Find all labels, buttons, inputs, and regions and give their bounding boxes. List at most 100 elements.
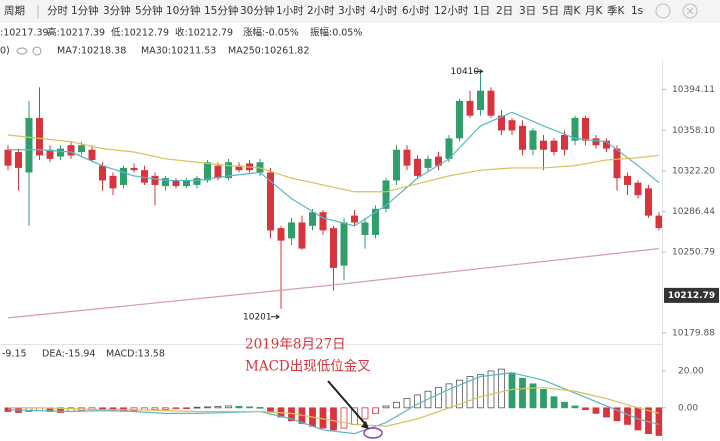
y-tick-label: 10286.44 [672, 207, 715, 217]
legend-entry: MA7:10218.38 [57, 46, 126, 57]
legend-entry: MA250:10261.82 [228, 46, 309, 57]
candle-body [67, 145, 75, 156]
macd-bar [435, 387, 442, 409]
icon-circle [655, 3, 671, 19]
icon [16, 47, 28, 55]
macd-bar [603, 407, 610, 418]
macd-bar [550, 396, 558, 409]
toolbar-item[interactable]: 周期 [4, 5, 25, 17]
candle-body [4, 149, 12, 166]
y-tick-label: 20.00 [678, 366, 704, 376]
macd-bar [540, 388, 547, 409]
candle-body [151, 175, 159, 185]
toolbar-item[interactable]: 30分钟 [240, 4, 274, 17]
toolbar-item[interactable]: 3小时 [338, 5, 366, 17]
annotation-arrow [327, 380, 368, 427]
toolbar-item[interactable]: 5日 [542, 5, 559, 17]
eye-icon[interactable] [16, 47, 28, 55]
candle-body [351, 215, 358, 223]
toolbar-item[interactable]: 1分钟 [71, 4, 99, 17]
toolbar-item[interactable]: 2小时 [307, 5, 335, 17]
candle-body [193, 178, 201, 185]
macd-bar [393, 401, 400, 409]
macd-bar [256, 407, 264, 409]
candle-body [582, 117, 589, 141]
candle-body [340, 222, 348, 266]
macd-bar [330, 407, 337, 431]
info-item: 振幅:0.05% [310, 27, 362, 39]
y-tick-label: 0.00 [678, 403, 698, 413]
annotation: 2019年8月27日 [245, 337, 346, 353]
toolbar-item[interactable]: 1小时 [276, 5, 304, 17]
candle-body [435, 156, 442, 166]
toolbar-bg [0, 0, 720, 23]
toolbar-item[interactable]: 10分钟 [166, 4, 200, 17]
legend-entry: -9.15 [2, 349, 27, 360]
legend-prefix: 0) [0, 46, 10, 57]
macd-bar [214, 405, 222, 409]
macd-bar [183, 407, 190, 410]
macd-bar [172, 407, 180, 410]
candle-body [592, 138, 600, 146]
toolbar-item[interactable]: 2日 [496, 5, 513, 17]
legend-entry: MA30:10211.53 [141, 46, 216, 57]
macd-bar [162, 407, 169, 410]
candle-body [456, 100, 463, 139]
macd-bar [456, 379, 463, 409]
candle-body [624, 175, 631, 185]
candle-body [634, 182, 642, 196]
candle-body [120, 167, 127, 185]
candle-body [162, 178, 169, 187]
candle-body [288, 222, 295, 239]
toolbar-item[interactable]: 分时 [47, 5, 68, 17]
candle-body [372, 208, 379, 235]
candle-body [603, 140, 610, 149]
high-label: 10410 [451, 67, 480, 77]
toolbar-item[interactable]: 5分钟 [135, 4, 163, 17]
macd-line [8, 386, 660, 427]
candle-body [78, 145, 85, 153]
settings-icon[interactable] [32, 46, 42, 56]
macd-bar [372, 407, 379, 414]
macd-bar [561, 401, 568, 409]
toolbar-item[interactable]: 周K [563, 5, 581, 17]
macd-bar [655, 407, 663, 436]
candle-body [655, 215, 663, 229]
icon [32, 46, 42, 56]
cross-circle [363, 427, 383, 439]
candle-body [561, 134, 568, 150]
toolbar-item[interactable]: 季K [607, 5, 625, 17]
candle-body [57, 148, 64, 157]
legend-entry: MACD:13.58 [106, 349, 165, 360]
candle-body [393, 149, 400, 181]
low-arrow [271, 314, 280, 320]
toolbar-item[interactable]: 4小时 [370, 5, 398, 17]
icon-circle [682, 3, 698, 19]
close-icon[interactable] [682, 3, 698, 19]
fullscreen-icon[interactable] [655, 3, 671, 19]
macd-bar [529, 383, 537, 409]
macd-bar [477, 374, 484, 409]
candle-body [225, 162, 232, 179]
toolbar-item[interactable]: 1日 [473, 5, 490, 17]
candle-body [519, 125, 526, 150]
toolbar-item[interactable]: 6小时 [402, 5, 430, 17]
toolbar-item[interactable]: 3日 [519, 5, 536, 17]
toolbar-item[interactable]: 15分钟 [204, 4, 238, 17]
arrow-head [361, 421, 369, 429]
toolbar-item[interactable]: 月K [585, 5, 603, 17]
toolbar-item[interactable]: 3分钟 [103, 4, 131, 17]
candle-body [550, 140, 558, 153]
candle-body [46, 149, 54, 159]
candle-body [214, 165, 222, 179]
toolbar-item[interactable]: 1s [631, 5, 643, 17]
candle-body [309, 212, 316, 226]
candle-body [529, 130, 537, 150]
candle-body [267, 172, 274, 231]
candle-body [319, 212, 327, 231]
toolbar-item[interactable]: 12小时 [434, 5, 469, 17]
macd-bar [487, 370, 495, 409]
macd-bar [57, 407, 64, 413]
candle-body [88, 149, 96, 160]
